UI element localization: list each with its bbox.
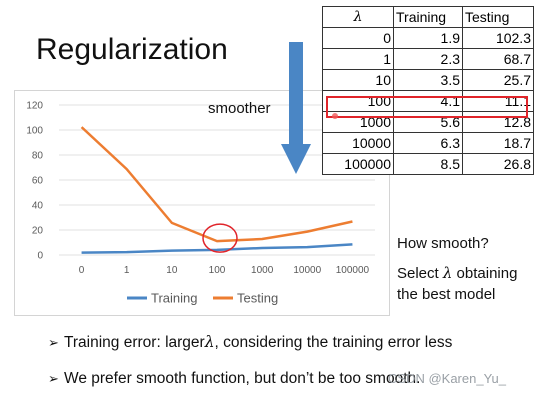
cell-testing: 25.7 bbox=[462, 69, 534, 91]
cell-training: 2.3 bbox=[393, 48, 463, 70]
legend-label-testing: Testing bbox=[237, 291, 278, 306]
cell-testing: 102.3 bbox=[462, 27, 534, 49]
note-how-smooth: How smooth? bbox=[397, 235, 489, 252]
note-best-model: the best model bbox=[397, 286, 496, 303]
bullet1-prefix: Training error: larger bbox=[64, 334, 205, 351]
cell-lambda: 0 bbox=[322, 27, 394, 49]
cell-testing: 26.8 bbox=[462, 153, 534, 175]
table-row: 1 2.3 68.7 bbox=[322, 48, 534, 70]
y-tick-label: 60 bbox=[32, 176, 44, 187]
highlight-circle bbox=[202, 223, 238, 253]
y-tick-label: 100 bbox=[26, 126, 43, 137]
bullet2-text: We prefer smooth function, but don’t be … bbox=[64, 370, 421, 387]
cell-training: 1.9 bbox=[393, 27, 463, 49]
cell-training: 3.5 bbox=[393, 69, 463, 91]
x-tick-label: 1 bbox=[124, 265, 130, 276]
cell-training: 8.5 bbox=[393, 153, 463, 175]
table-row: 0 1.9 102.3 bbox=[322, 27, 534, 49]
x-tick-label: 100 bbox=[209, 265, 226, 276]
table-body: 0 1.9 102.3 1 2.3 68.7 10 3.5 25.7 100 4.1 11.1 1000… bbox=[322, 27, 534, 175]
header-testing: Testing bbox=[462, 6, 534, 28]
cell-lambda: 1 bbox=[322, 48, 394, 70]
down-arrow-icon bbox=[281, 42, 311, 174]
lambda-table: λ Training Testing 0 1.9 102.3 1 2.3 68.7 10 3.… bbox=[322, 6, 534, 175]
bullet-arrow-icon: ➢ bbox=[48, 335, 59, 350]
cell-lambda: 100000 bbox=[322, 153, 394, 175]
note-select-prefix: Select bbox=[397, 265, 443, 282]
y-tick-label: 0 bbox=[37, 251, 43, 262]
bullet-smooth-function: ➢ We prefer smooth function, but don’t be… bbox=[48, 370, 420, 388]
table-header-row: λ Training Testing bbox=[322, 6, 534, 28]
x-tick-label: 100000 bbox=[336, 265, 370, 276]
cell-training: 4.1 bbox=[393, 90, 463, 112]
y-tick-label: 120 bbox=[26, 101, 43, 112]
lambda-symbol: λ bbox=[204, 333, 215, 351]
y-tick-label: 80 bbox=[32, 151, 44, 162]
pointer-dot bbox=[332, 113, 338, 119]
x-tick-label: 10 bbox=[166, 265, 178, 276]
cell-testing: 12.8 bbox=[462, 111, 534, 133]
bullet-arrow-icon: ➢ bbox=[48, 371, 59, 386]
note-select-lambda: Select λ obtaining bbox=[397, 262, 517, 285]
cell-lambda: 100 bbox=[322, 90, 394, 112]
cell-testing: 68.7 bbox=[462, 48, 534, 70]
table-row: 1000 5.6 12.8 bbox=[322, 111, 534, 133]
table-row: 100000 8.5 26.8 bbox=[322, 153, 534, 175]
cell-testing: 11.1 bbox=[462, 90, 534, 112]
watermark: CSDN @Karen_Yu_ bbox=[388, 371, 506, 386]
cell-lambda: 10 bbox=[322, 69, 394, 91]
header-training: Training bbox=[393, 6, 463, 28]
cell-training: 5.6 bbox=[393, 111, 463, 133]
y-tick-label: 40 bbox=[32, 201, 44, 212]
cell-lambda: 10000 bbox=[322, 132, 394, 154]
table-row: 100 4.1 11.1 bbox=[322, 90, 534, 112]
slide-title: Regularization bbox=[36, 33, 228, 66]
cell-testing: 18.7 bbox=[462, 132, 534, 154]
header-lambda: λ bbox=[322, 6, 394, 28]
y-tick-label: 20 bbox=[32, 226, 44, 237]
lambda-symbol: λ bbox=[442, 264, 453, 282]
cell-training: 6.3 bbox=[393, 132, 463, 154]
note-select-suffix: obtaining bbox=[452, 265, 518, 282]
smoother-label: smoother bbox=[208, 100, 271, 117]
x-tick-label: 0 bbox=[79, 265, 85, 276]
chart-svg: 0 20 40 60 80 100 120 0 1 10 100 1000 10000 100000 Tra… bbox=[26, 101, 375, 306]
table-row: 10000 6.3 18.7 bbox=[322, 132, 534, 154]
table-row: 10 3.5 25.7 bbox=[322, 69, 534, 91]
legend-label-training: Training bbox=[151, 291, 197, 306]
x-tick-label: 10000 bbox=[293, 265, 321, 276]
bullet-training-error: ➢ Training error: largerλ, considering th… bbox=[48, 333, 452, 352]
bullet1-suffix: , considering the training error less bbox=[214, 334, 453, 351]
x-tick-label: 1000 bbox=[251, 265, 274, 276]
